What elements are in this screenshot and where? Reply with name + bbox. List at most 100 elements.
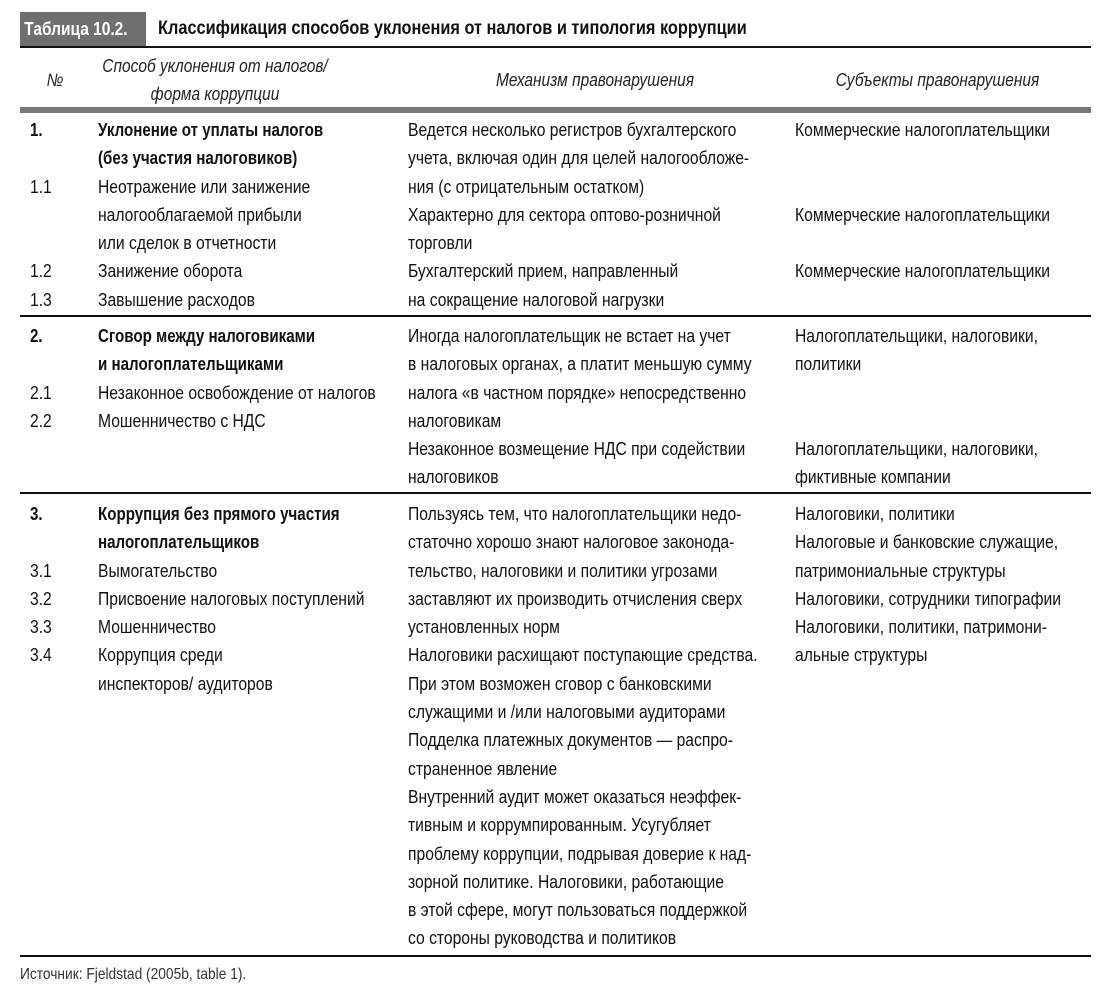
cell-method: Уклонение от уплаты налогов (без участия …: [98, 116, 366, 314]
cell-line: в налоговых органах, а платит меньшую су…: [408, 354, 752, 375]
cell-line: [795, 379, 1038, 407]
cell-line: зорной политике. Налоговики, работающие: [408, 871, 725, 892]
cell-line: Пользуясь тем, что налогоплательщики нед…: [408, 504, 742, 524]
cell-line: Налоговики расхищают поступающие средств…: [408, 645, 758, 666]
cell-number: 2. 2.1 2.2: [30, 322, 55, 435]
section-divider: [20, 492, 1091, 494]
cell-method: Сговор между налоговиками и налогоплатель…: [98, 322, 417, 435]
cell-line: инспекторов/ аудиторов: [98, 673, 273, 694]
cell-line: на сокращение налоговой нагрузки: [408, 289, 665, 310]
cell-line: политики: [795, 354, 862, 375]
header-rule: [20, 107, 1091, 113]
cell-line: проблему коррупции, подрывая доверие к н…: [408, 843, 752, 864]
cell-line: [795, 173, 1050, 201]
header-method: Способ уклонения от налогов/форма корруп…: [102, 56, 328, 104]
cell-line: Налоговики, сотрудники типографии: [795, 588, 1061, 609]
cell-line: [30, 528, 52, 556]
cell-line: Коррупция среди: [98, 645, 223, 666]
cell-line: Мошенничество: [98, 617, 216, 638]
cell-line: (без участия налоговиков): [98, 148, 298, 169]
cell-line: Присвоение налоговых поступлений: [98, 588, 365, 609]
cell-line: Налоговые и банковские служащие,: [795, 532, 1059, 553]
cell-line: налога «в частном порядке» непосредствен…: [408, 382, 747, 403]
cell-line: фиктивные компании: [795, 467, 951, 488]
cell-line: [795, 286, 1050, 314]
cell-line: Коммерческие налогоплательщики: [795, 204, 1050, 225]
cell-line: 3.2: [30, 588, 52, 609]
header-number: №: [46, 70, 64, 90]
cell-line: ния (с отрицательным остатком): [408, 176, 645, 197]
cell-line: налогоплательщиков: [98, 532, 260, 553]
cell-line: налоговикам: [408, 410, 502, 431]
cell-line: служащими и /или налоговыми аудиторами: [408, 702, 726, 723]
cell-line: Налогоплательщики, налоговики,: [795, 326, 1039, 346]
cell-line: 2.: [30, 326, 43, 346]
cell-line: патримониальные структуры: [795, 560, 1006, 581]
cell-line: Налогоплательщики, налоговики,: [795, 439, 1039, 460]
cell-line: налоговиков: [408, 467, 499, 488]
cell-line: Мошенничество с НДС: [98, 410, 266, 431]
cell-line: При этом возможен сговор с банковскими: [408, 673, 712, 694]
title-rule: [20, 46, 1091, 48]
cell-line: [30, 350, 52, 378]
cell-line: Вымогательство: [98, 560, 218, 581]
cell-line: и налогоплательщиками: [98, 354, 284, 375]
table-title: Классификация способов уклонения от нало…: [158, 18, 747, 39]
cell-line: статочно хорошо знают налоговое законода…: [408, 532, 735, 553]
cell-line: 1.: [30, 120, 43, 140]
cell-line: 1.2: [30, 261, 52, 282]
cell-line: 3.4: [30, 645, 52, 666]
cell-line: 2.1: [30, 382, 52, 403]
cell-line: или сделок в отчетности: [98, 233, 277, 254]
cell-line: [795, 229, 1050, 257]
cell-line: Уклонение от уплаты налогов: [98, 120, 324, 140]
cell-line: [795, 407, 1038, 435]
cell-line: установленных норм: [408, 617, 560, 638]
cell-line: [30, 201, 52, 229]
cell-line: со стороны руководства и политиков: [408, 928, 677, 949]
cell-subjects: Коммерческие налогоплательщики Коммерческ…: [795, 116, 1088, 314]
cell-subjects: Налоговики, политики Налоговые и банковск…: [795, 500, 1101, 670]
cell-subjects: Налогоплательщики, налоговики, политики На…: [795, 322, 1074, 492]
cell-line: Коммерческие налогоплательщики: [795, 261, 1050, 282]
cell-line: альные структуры: [795, 645, 928, 666]
cell-line: [30, 229, 52, 257]
cell-line: заставляют их производить отчисления све…: [408, 588, 743, 609]
cell-line: Налоговики, политики, патримони-: [795, 617, 1048, 638]
table-bottom-rule: [20, 955, 1091, 957]
cell-line: Неотражение или занижение: [98, 176, 311, 197]
cell-line: [795, 144, 1050, 172]
cell-line: 3.1: [30, 560, 52, 581]
cell-line: 1.1: [30, 176, 52, 197]
cell-mechanism: Иногда налогоплательщик не встает на уче…: [408, 322, 803, 492]
cell-line: Подделка платежных документов — распро-: [408, 730, 733, 751]
cell-line: 2.2: [30, 410, 52, 431]
cell-line: [30, 144, 52, 172]
cell-number: 1. 1.1 1.2 1.3: [30, 116, 55, 314]
cell-line: налогооблагаемой прибыли: [98, 204, 302, 225]
cell-line: тельство, налоговики и политики угрозами: [408, 560, 718, 581]
cell-line: Незаконное возмещение НДС при содействии: [408, 439, 746, 460]
cell-line: Характерно для сектора оптово-розничной: [408, 204, 721, 225]
cell-line: торговли: [408, 233, 473, 254]
header-mechanism: Механизм правонарушения: [496, 70, 694, 90]
cell-line: Внутренний аудит может оказаться неэффек…: [408, 786, 742, 807]
cell-line: Коррупция без прямого участия: [98, 504, 340, 524]
cell-line: 3.3: [30, 617, 52, 638]
cell-line: Ведется несколько регистров бухгалтерско…: [408, 120, 737, 140]
cell-line: Незаконное освобождение от налогов: [98, 382, 376, 403]
cell-line: Занижение оборота: [98, 261, 243, 282]
cell-line: страненное явление: [408, 758, 558, 779]
cell-line: Налоговики, политики: [795, 504, 955, 524]
cell-line: тивным и коррумпированным. Усугубляет: [408, 815, 711, 836]
table-label: Таблица 10.2.: [20, 12, 146, 46]
cell-line: Бухгалтерский прием, направленный: [408, 261, 679, 282]
cell-line: учета, включая один для целей налогообло…: [408, 148, 750, 169]
cell-line: Иногда налогоплательщик не встает на уче…: [408, 326, 731, 346]
cell-line: 3.: [30, 504, 43, 524]
cell-mechanism: Пользуясь тем, что налогоплательщики нед…: [408, 500, 810, 953]
cell-number: 3. 3.1 3.2 3.3 3.4: [30, 500, 55, 670]
section-divider: [20, 315, 1091, 317]
header-subjects: Субъекты правонарушения: [835, 70, 1040, 90]
cell-mechanism: Ведется несколько регистров бухгалтерско…: [408, 116, 800, 314]
